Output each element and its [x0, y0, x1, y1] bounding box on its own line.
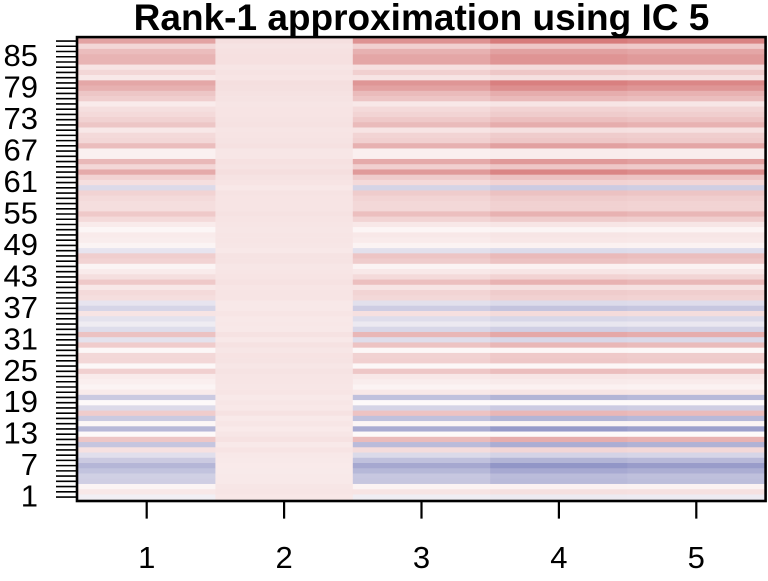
svg-text:19: 19	[4, 384, 38, 419]
svg-text:5: 5	[688, 540, 705, 575]
svg-text:2: 2	[275, 540, 292, 575]
svg-text:73: 73	[4, 101, 38, 136]
svg-text:1: 1	[21, 479, 38, 514]
svg-text:49: 49	[4, 227, 38, 262]
svg-text:31: 31	[4, 321, 38, 356]
svg-text:25: 25	[4, 353, 38, 388]
svg-text:43: 43	[4, 258, 38, 293]
svg-text:1: 1	[138, 540, 155, 575]
svg-text:Rank-1 approximation using IC: Rank-1 approximation using IC 5	[134, 0, 710, 38]
svg-text:61: 61	[4, 164, 38, 199]
svg-text:37: 37	[4, 290, 38, 325]
svg-text:67: 67	[4, 133, 38, 168]
svg-text:3: 3	[413, 540, 430, 575]
svg-text:85: 85	[4, 38, 38, 73]
svg-text:79: 79	[4, 70, 38, 105]
svg-text:7: 7	[21, 447, 38, 482]
svg-text:55: 55	[4, 195, 38, 230]
svg-text:13: 13	[4, 416, 38, 451]
svg-text:4: 4	[550, 540, 567, 575]
